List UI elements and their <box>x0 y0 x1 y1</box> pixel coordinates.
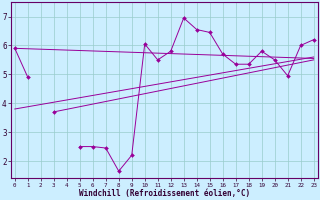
X-axis label: Windchill (Refroidissement éolien,°C): Windchill (Refroidissement éolien,°C) <box>79 189 250 198</box>
